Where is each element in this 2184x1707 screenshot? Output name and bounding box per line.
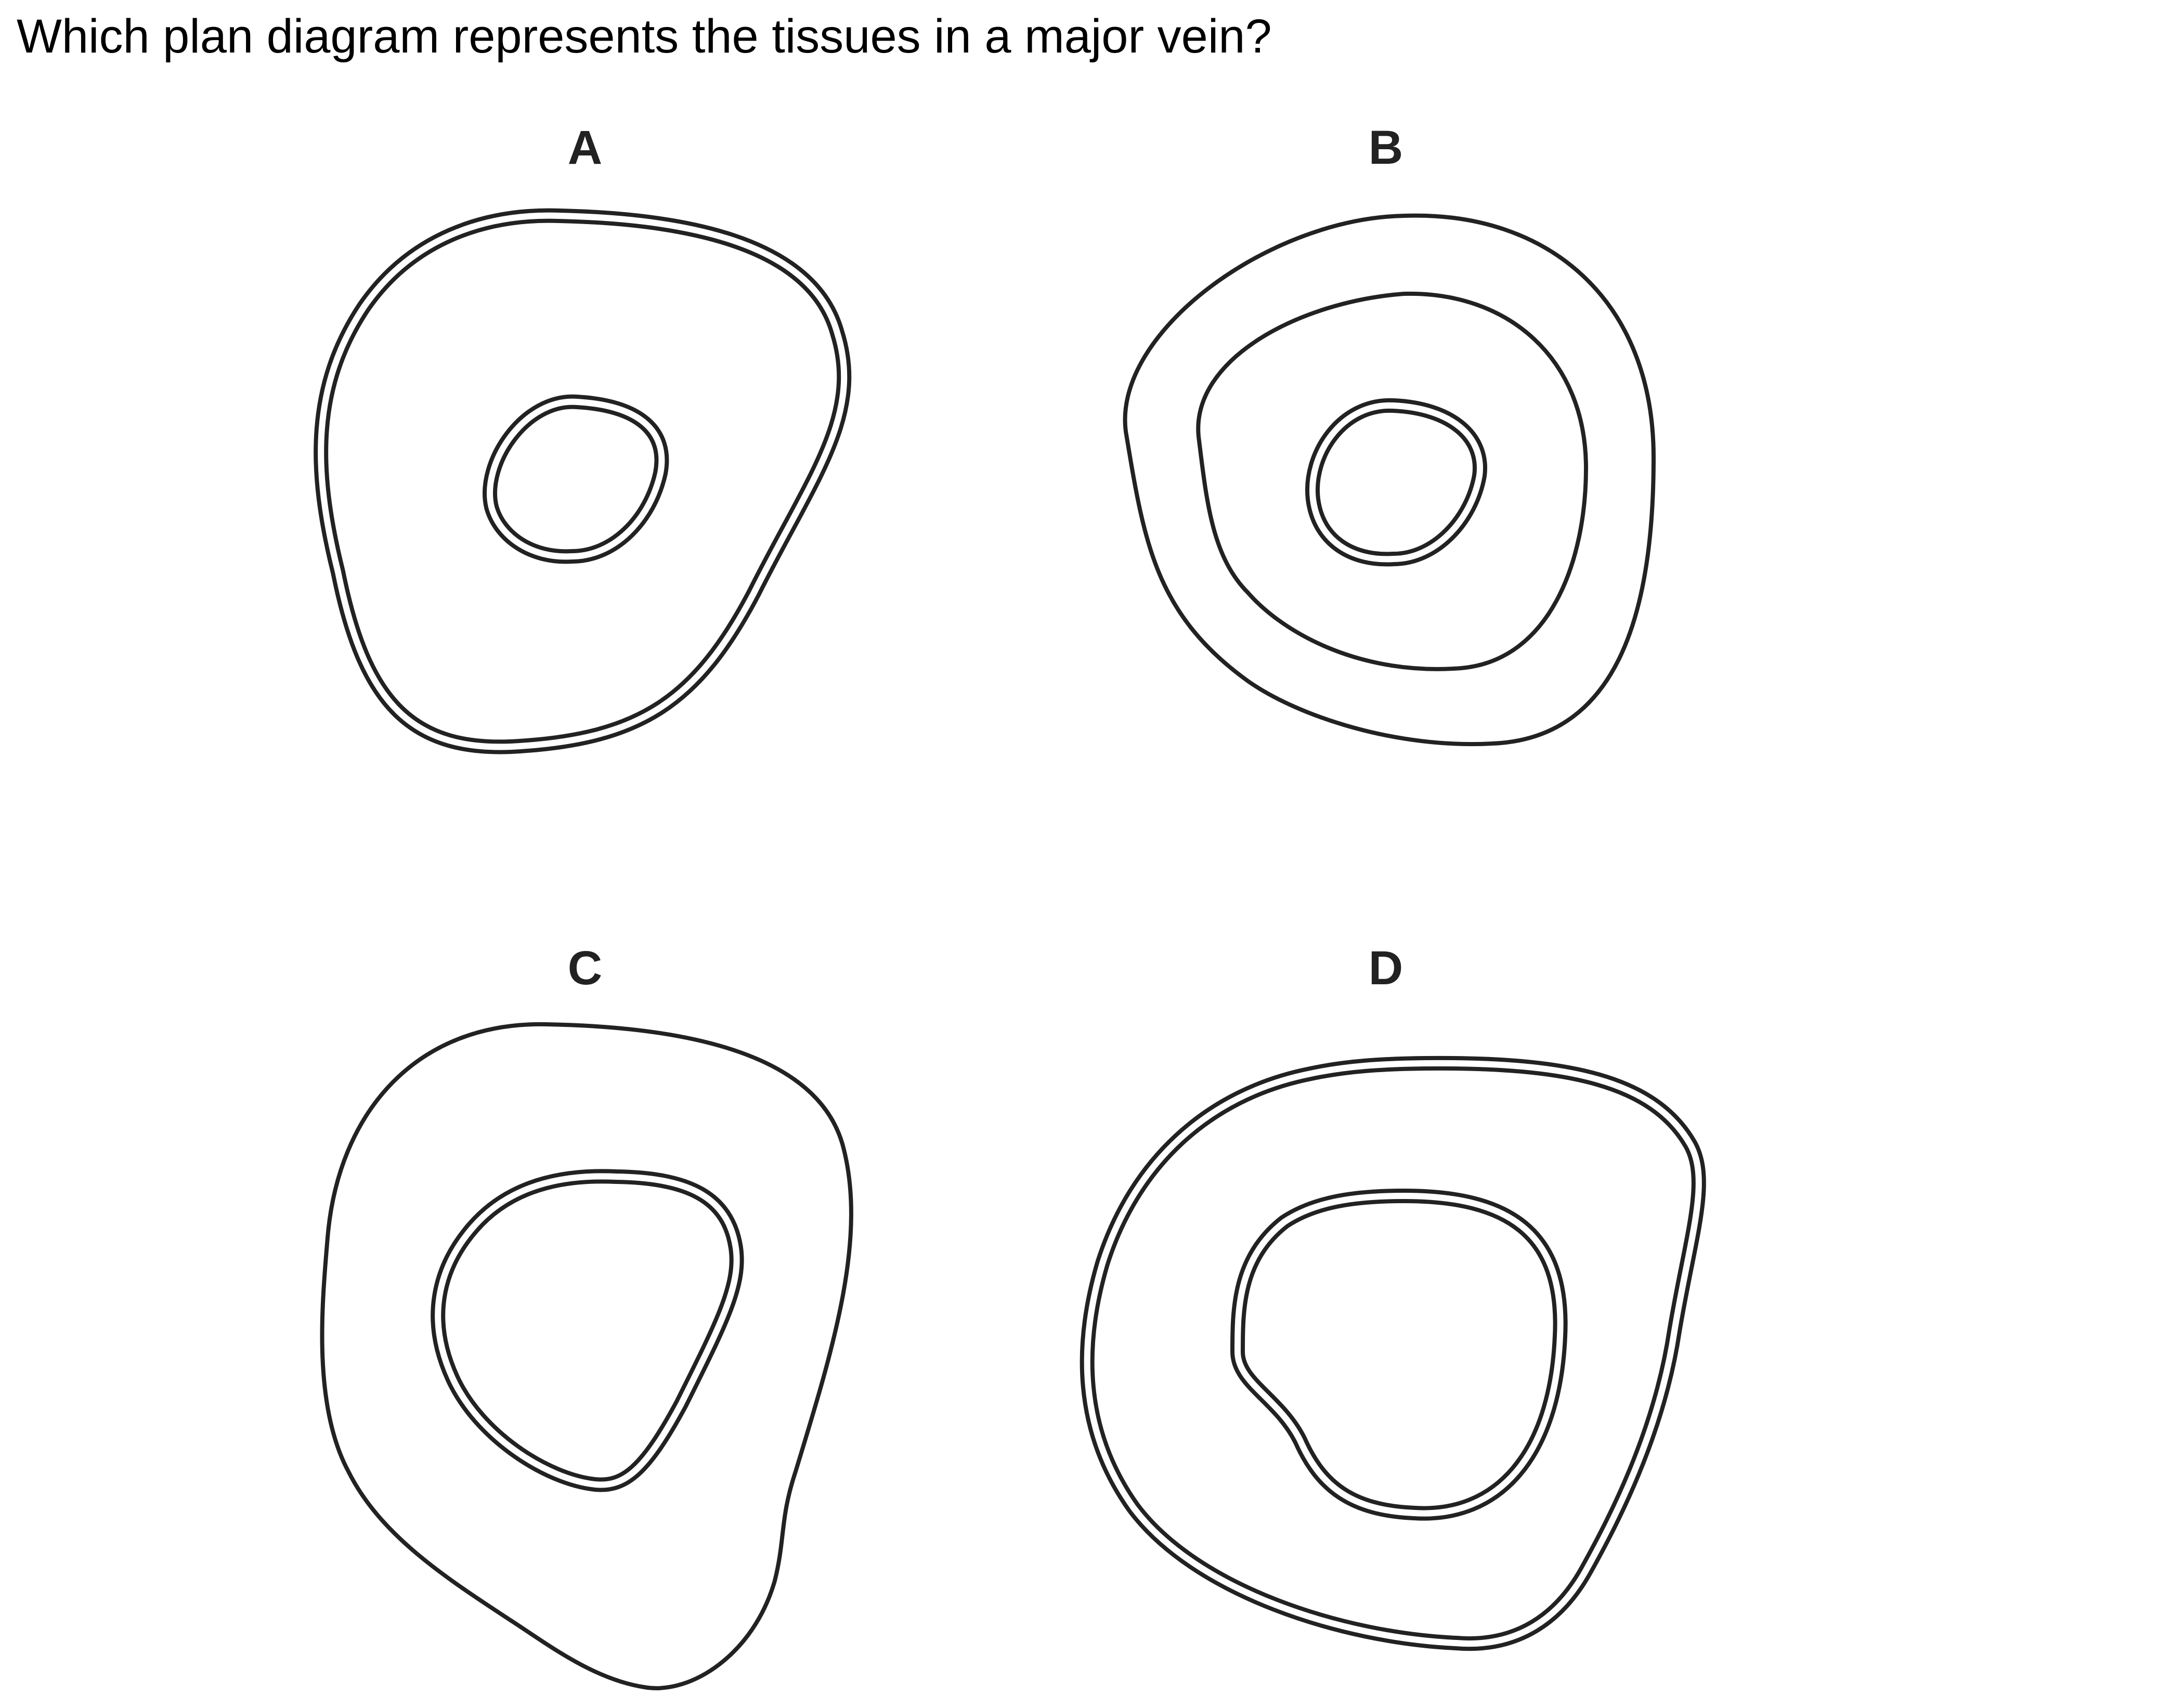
option-a[interactable]: A — [314, 121, 852, 754]
option-d[interactable]: D — [1080, 942, 1706, 1651]
option-b-middle-layer — [1196, 291, 1588, 671]
option-c-outer-wall — [320, 1022, 853, 1690]
option-c-lumen-lining — [431, 1169, 744, 1492]
option-d-label: D — [1369, 942, 1403, 995]
option-b-lumen-lining — [1305, 398, 1487, 567]
question-text: Which plan diagram represents the tissue… — [17, 10, 1272, 63]
option-d-lumen-lining — [1230, 1189, 1568, 1521]
option-b-outer-wall — [1123, 213, 1656, 747]
option-c-label: C — [568, 942, 602, 995]
option-d-outer-wall — [1080, 1056, 1706, 1651]
option-b-label: B — [1369, 121, 1403, 174]
option-c[interactable]: C — [320, 942, 853, 1690]
option-b[interactable]: B — [1123, 121, 1656, 747]
option-a-label: A — [568, 121, 602, 174]
option-a-lumen-lining — [483, 394, 669, 564]
option-a-outer-wall — [314, 208, 852, 754]
